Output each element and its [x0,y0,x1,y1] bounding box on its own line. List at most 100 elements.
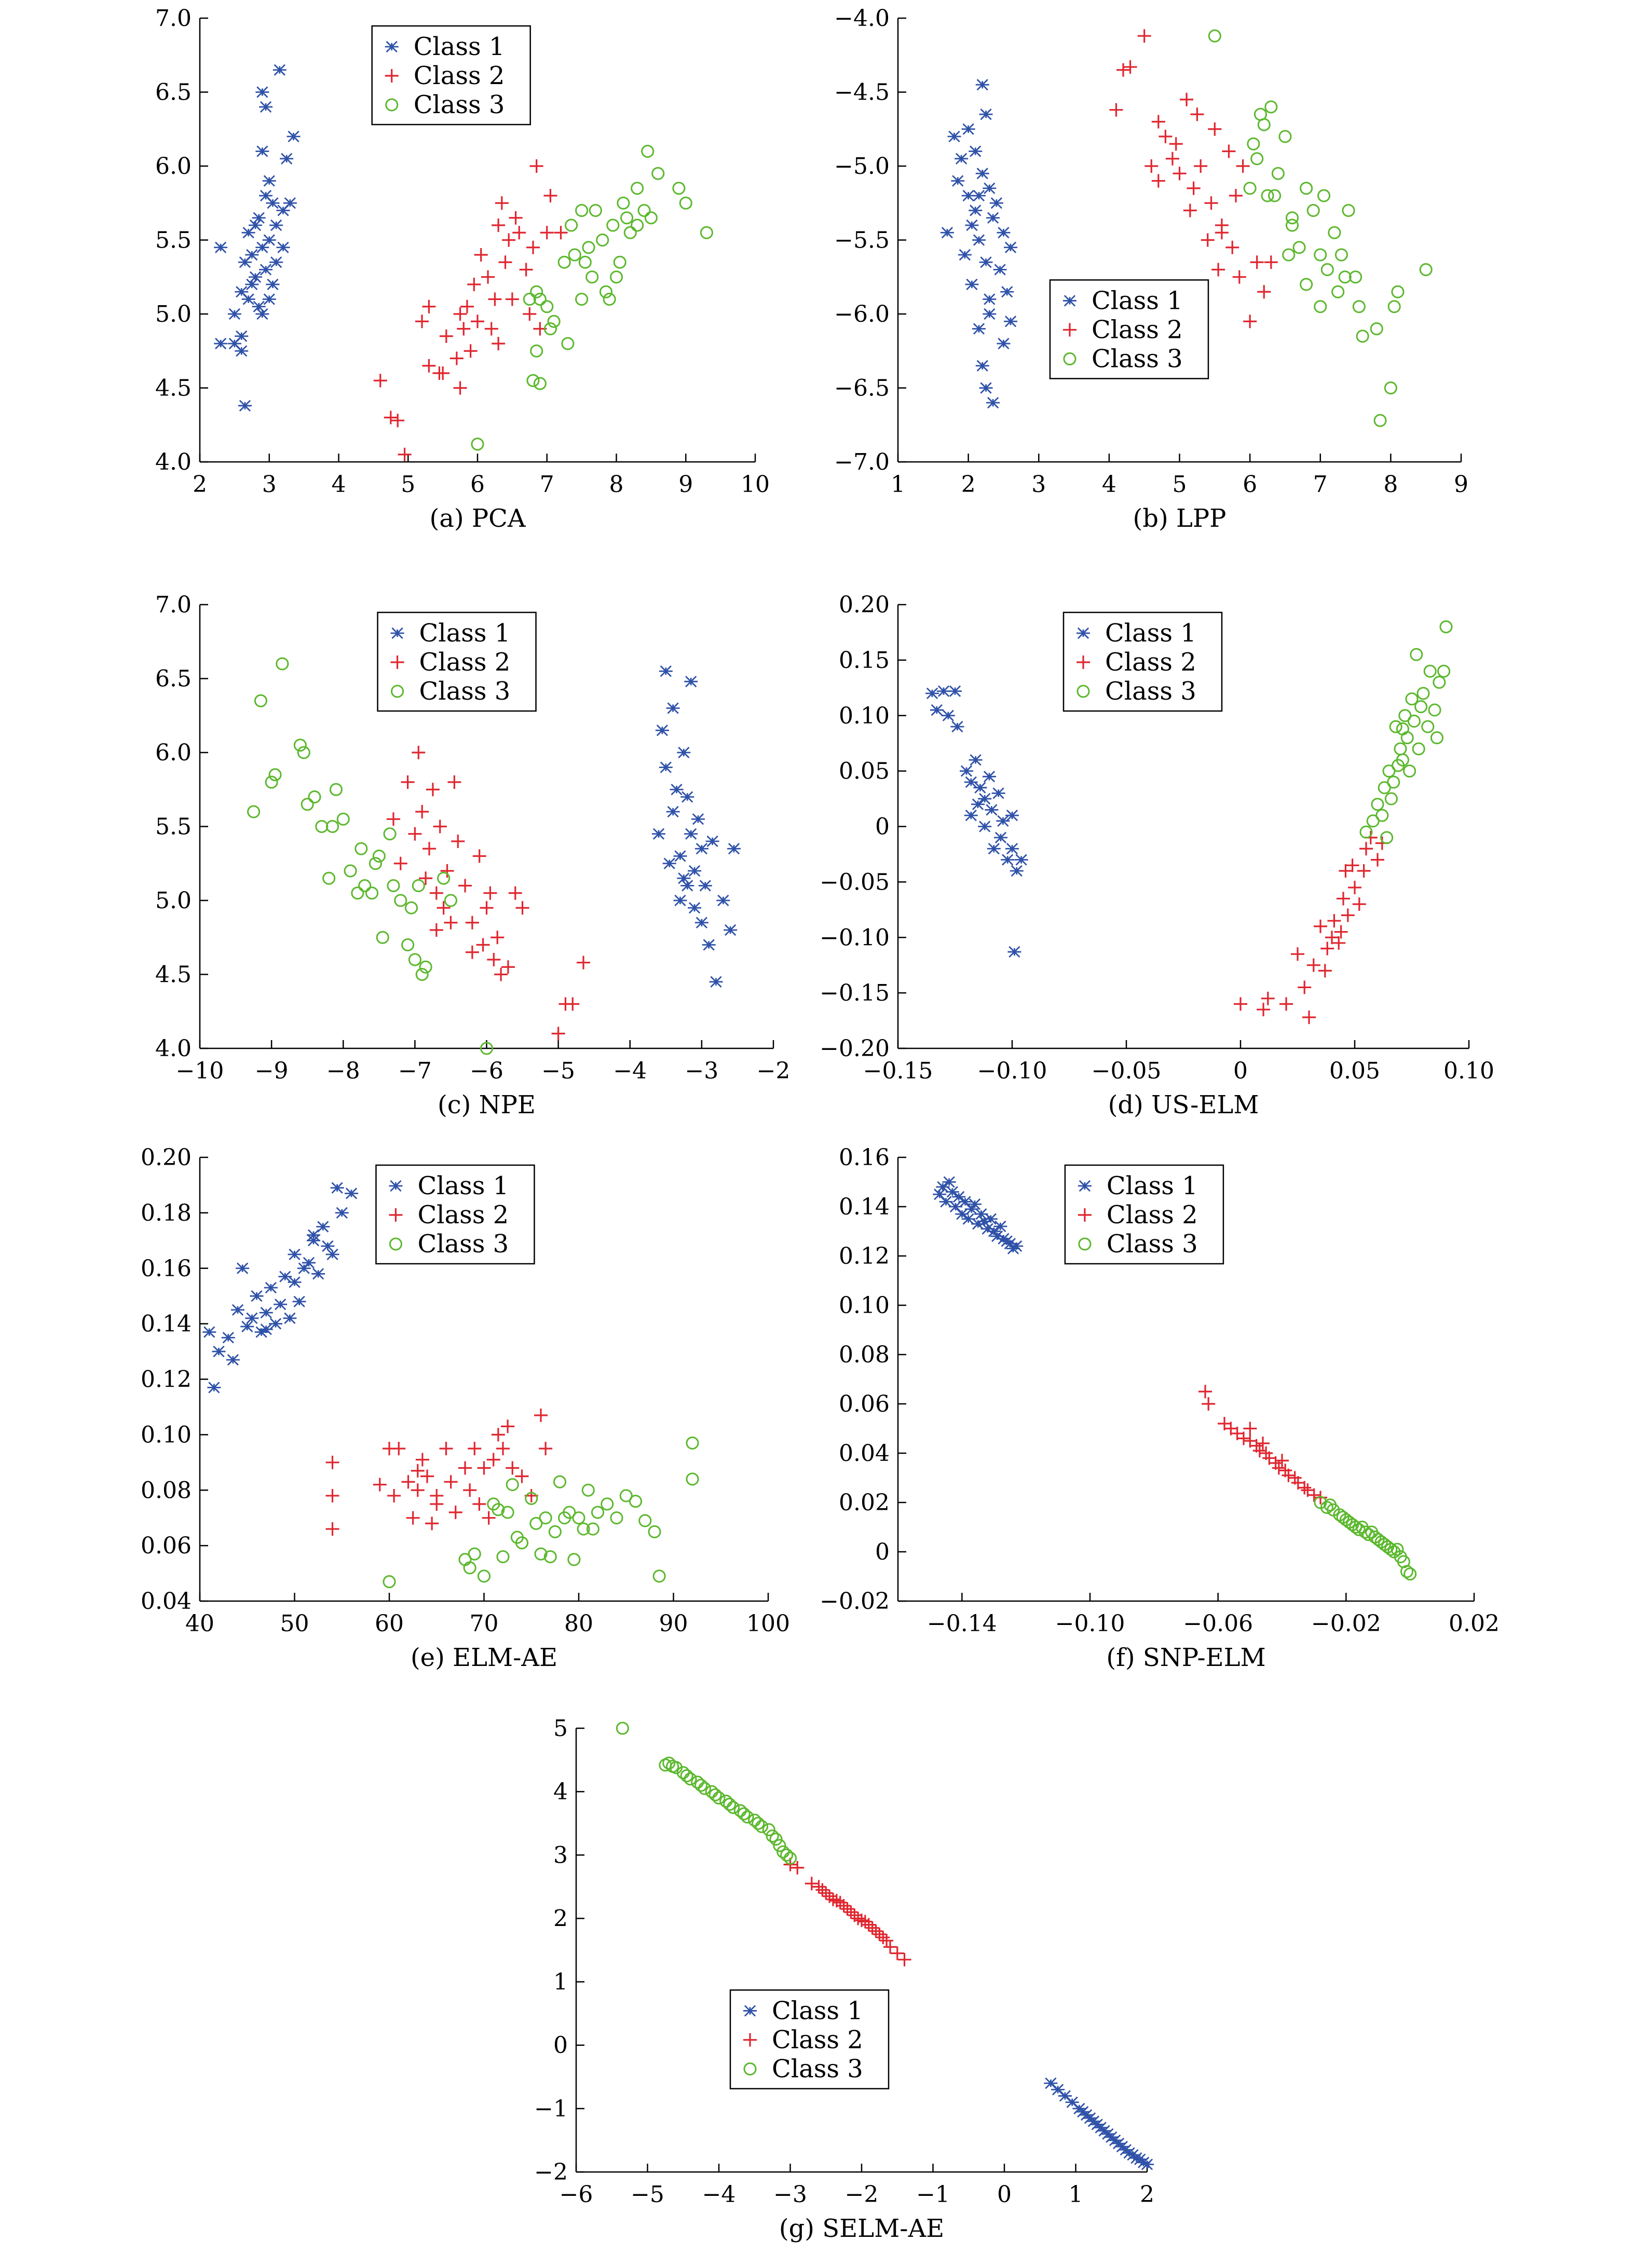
x-tick-label: −5 [541,1058,575,1084]
data-point [1348,881,1361,895]
legend-label-class2: Class 2 [772,2025,863,2054]
data-point [1396,753,1409,767]
data-point [1320,941,1334,955]
data-point [259,264,273,276]
legend-label-class1: Class 1 [1107,1171,1198,1200]
y-tick-label: 0.04 [141,1588,192,1615]
data-point [329,783,343,796]
x-tick-label: 9 [678,471,693,498]
data-point [554,226,568,240]
y-tick-label: −6.5 [834,375,890,402]
data-point [851,1911,865,1925]
data-point [501,1419,515,1433]
data-point [726,1801,740,1814]
data-point [1282,248,1296,262]
data-point [236,1262,250,1274]
data-point [1151,115,1165,129]
y-tick-label: 5.5 [155,814,192,840]
data-point [589,203,602,217]
data-point [1302,1010,1316,1024]
data-point [501,1506,514,1519]
data-point [463,1483,477,1497]
data-point [262,175,276,187]
series-class1-g [1044,2077,1154,2170]
data-point [996,815,1010,827]
caption-a: (a) PCA [429,504,526,533]
legend-marker-class1 [1077,627,1090,639]
data-point [506,1478,519,1492]
data-point [971,798,985,810]
series-class2-g [783,1857,911,1966]
data-point [1215,226,1229,240]
data-point [250,1290,264,1302]
data-point [293,739,307,752]
data-point [737,1807,751,1821]
data-point [819,1886,833,1900]
data-point [968,1198,982,1210]
legend-label-class2: Class 2 [419,648,511,677]
x-tick-label: 4 [1102,471,1116,498]
x-tick-label: 8 [1383,471,1398,498]
data-point [1116,63,1130,77]
data-point [1001,854,1015,866]
data-point [586,1522,600,1536]
data-point [862,1918,876,1932]
data-point [297,746,310,759]
data-point [268,768,282,782]
data-point [997,337,1011,350]
y-tick-label: −0.15 [820,980,890,1006]
data-point [1375,809,1389,822]
data-point [259,1307,273,1319]
data-point [1211,263,1225,277]
data-point [947,130,961,143]
series-class2-f [1198,1385,1327,1505]
data-point [823,1889,837,1903]
data-point [975,168,989,180]
data-point [401,938,415,952]
data-point [426,783,440,797]
data-point [1278,130,1292,143]
y-tick-label: 0.02 [839,1490,890,1516]
x-tick-label: 0.05 [1329,1058,1380,1084]
data-point [623,226,637,239]
subplot-a: 2 3 4 5 6 7 8 9 10 4.0 4.5 5.0 5.5 6.0 6.5 7.0 (a) PCA Cl… [155,5,770,533]
data-point [585,270,599,284]
data-point [262,234,276,246]
data-point [501,960,515,974]
data-point [1328,226,1341,239]
data-point [1334,248,1348,262]
y-tick-label: 0 [875,1539,890,1565]
data-point [673,850,687,862]
y-tick-label: 0.04 [839,1440,890,1467]
legend-marker-class2 [1078,1208,1092,1222]
data-point [727,843,741,855]
data-point [1373,414,1387,427]
data-point [1044,2077,1058,2089]
data-point [673,894,687,907]
y-tick-label: 4.0 [155,1035,192,1062]
x-tick-label: 40 [185,1610,214,1637]
y-tick-label: 0.15 [839,647,890,674]
data-point [873,1927,887,1941]
data-point [1416,687,1430,700]
data-point [465,916,479,930]
legend-label-class3: Class 3 [419,677,511,706]
x-tick-label: 70 [470,1610,499,1637]
data-point [498,255,512,269]
legend-marker-class1 [385,40,399,53]
data-point [679,196,692,210]
data-point [523,307,537,321]
data-point [1007,946,1021,958]
data-point [1428,703,1441,717]
data-point [1384,792,1398,805]
data-point [373,1478,387,1492]
data-point [648,1525,661,1538]
y-tick-label: 0.06 [839,1391,890,1417]
data-point [436,366,450,380]
data-point [979,256,993,268]
data-point [376,931,389,944]
data-point [572,1511,585,1525]
